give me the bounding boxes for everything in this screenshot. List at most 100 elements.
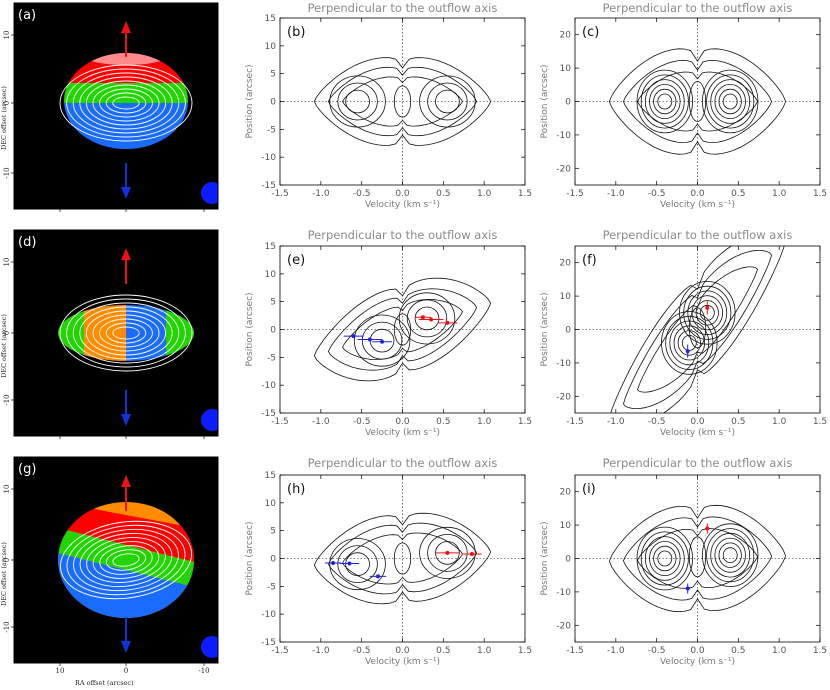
pv-ytick-label: -5 [267,125,276,135]
pv-xtick-label: 1.0 [772,417,787,427]
pv-xtick-label: -1.5 [566,189,584,199]
pv-xtick-label: 0.0 [395,189,410,199]
pv-point-red [462,552,482,557]
pv-panel-label: (h) [287,482,305,497]
pv-xlabel: Velocity (km s⁻¹) [365,657,440,667]
pv-ytick-label: 0 [270,555,276,565]
pv-xtick-label: -1.5 [271,189,289,199]
pv-xtick-label: 0.0 [690,189,705,199]
pv-ytick-label: -5 [267,582,276,592]
pv-points [685,301,710,358]
pv-ytick-label: 15 [265,242,276,252]
map-contours [59,64,193,142]
pv-point-blue [372,339,392,344]
pv-xtick-label: -1.5 [566,646,584,656]
map-xtick: 10 [56,667,65,675]
pv-ytick-label: 10 [560,64,572,74]
pv-ytick-label: -20 [556,392,571,402]
pv-ylabel: Position (arcsec) [245,64,255,138]
pv-xlabel: Velocity (km s⁻¹) [365,428,440,438]
pv-xtick-label: 0.0 [690,417,705,427]
pv-ytick-label: 20 [560,31,572,41]
pv-ytick-label: -20 [556,621,571,631]
pv-xtick-label: 1.5 [813,417,827,427]
map-panel-2: (g) 10 0 -10 10 0 -10 [3,456,219,675]
pv-panel-label: (f) [582,253,597,268]
pv-panel-label: (i) [582,482,596,497]
pv-xtick-label: -0.5 [648,417,666,427]
pv-ytick-label: -5 [267,353,276,363]
pv-ytick-label: 5 [270,298,276,308]
pv-xtick-label: 0.5 [436,646,450,656]
pv-point-blue [685,344,690,358]
pv-xtick-label: -0.5 [353,417,371,427]
pv-ytick-label: 10 [560,292,572,302]
map-panel-label: (g) [18,462,36,477]
pv-point-blue [339,561,360,566]
pv-points [685,523,710,594]
map-contours [59,294,193,372]
pv-xtick-label: 0.5 [436,417,450,427]
pv-title: Perpendicular to the outflow axis [308,456,498,470]
pv-xtick-label: -1.5 [271,646,289,656]
pv-xlabel: Velocity (km s⁻¹) [365,200,440,210]
pv-point-blue [343,334,364,339]
pv-panel-f: Perpendicular to the outflow axis -1.5 -1.… [540,228,827,438]
beam-ellipse [201,409,218,431]
pv-xtick-label: 0.5 [731,646,745,656]
map-panel-0: (a) 10 0 -10 [3,2,219,212]
outflow-arrows [121,475,131,653]
pv-point-blue [369,574,387,579]
pv-contours [313,277,492,382]
map-xtick: -10 [198,667,209,675]
map-panel-1: (d) 10 0 -10 [3,229,219,439]
pv-points [343,315,458,344]
pv-ytick-label: 0 [270,326,276,336]
pv-ytick-label: -10 [261,153,276,163]
pv-title: Perpendicular to the outflow axis [308,1,498,15]
pv-panel-c: Perpendicular to the outflow axis -1.5 -1.… [540,1,827,210]
pv-panel-i: Perpendicular to the outflow axis -1.5 -1.… [540,456,827,667]
pv-ytick-label: -15 [261,409,276,419]
pv-xtick-label: -1.0 [312,189,330,199]
pv-ytick-label: -10 [556,588,571,598]
pv-ytick-label: 10 [265,270,277,280]
pv-point-blue [324,560,342,565]
map-ylabel-0: DEC offset (arcsec) [0,86,8,150]
pv-panel-e: Perpendicular to the outflow axis -1.5 -1.… [245,228,532,438]
pv-point-blue [357,337,383,342]
pv-point-red [705,301,710,315]
pv-xtick-label: -1.0 [607,417,625,427]
pv-ytick-label: -10 [556,131,571,141]
map-ylabel-1: DEC offset (arcsec) [0,314,8,378]
pv-panel-label: (e) [287,253,305,268]
pv-ytick-label: -15 [261,638,276,648]
pv-ytick-label: 15 [265,14,276,24]
pv-point-red [704,523,710,534]
pv-contours [313,57,492,146]
pv-contours [608,504,787,613]
map-ytick: 10 [3,31,11,40]
map-panel-label: (a) [18,8,36,23]
pv-xtick-label: -0.5 [648,189,666,199]
pv-xtick-label: 1.5 [518,189,532,199]
map-ytick: 0 [3,331,11,335]
pv-xtick-label: 1.5 [518,417,532,427]
pv-xtick-label: 0.0 [395,646,410,656]
pv-xtick-label: 1.0 [772,646,787,656]
map-ytick: 0 [3,101,11,105]
pv-title: Perpendicular to the outflow axis [603,456,793,470]
pv-points [324,550,482,579]
map-xlabel: RA offset (arcsec) [75,679,134,687]
pv-ylabel: Position (arcsec) [540,292,550,366]
pv-xtick-label: -0.5 [353,189,371,199]
pv-point-red [437,320,458,325]
pv-ytick-label: 15 [265,471,276,481]
pv-ytick-label: 0 [565,98,571,108]
pv-xtick-label: 0.0 [690,646,705,656]
outflow-arrows [121,248,131,426]
map-ylabel-2: DEC offset (arcsec) [0,542,8,606]
pv-xtick-label: 1.0 [477,417,492,427]
pv-title: Perpendicular to the outflow axis [308,228,498,242]
